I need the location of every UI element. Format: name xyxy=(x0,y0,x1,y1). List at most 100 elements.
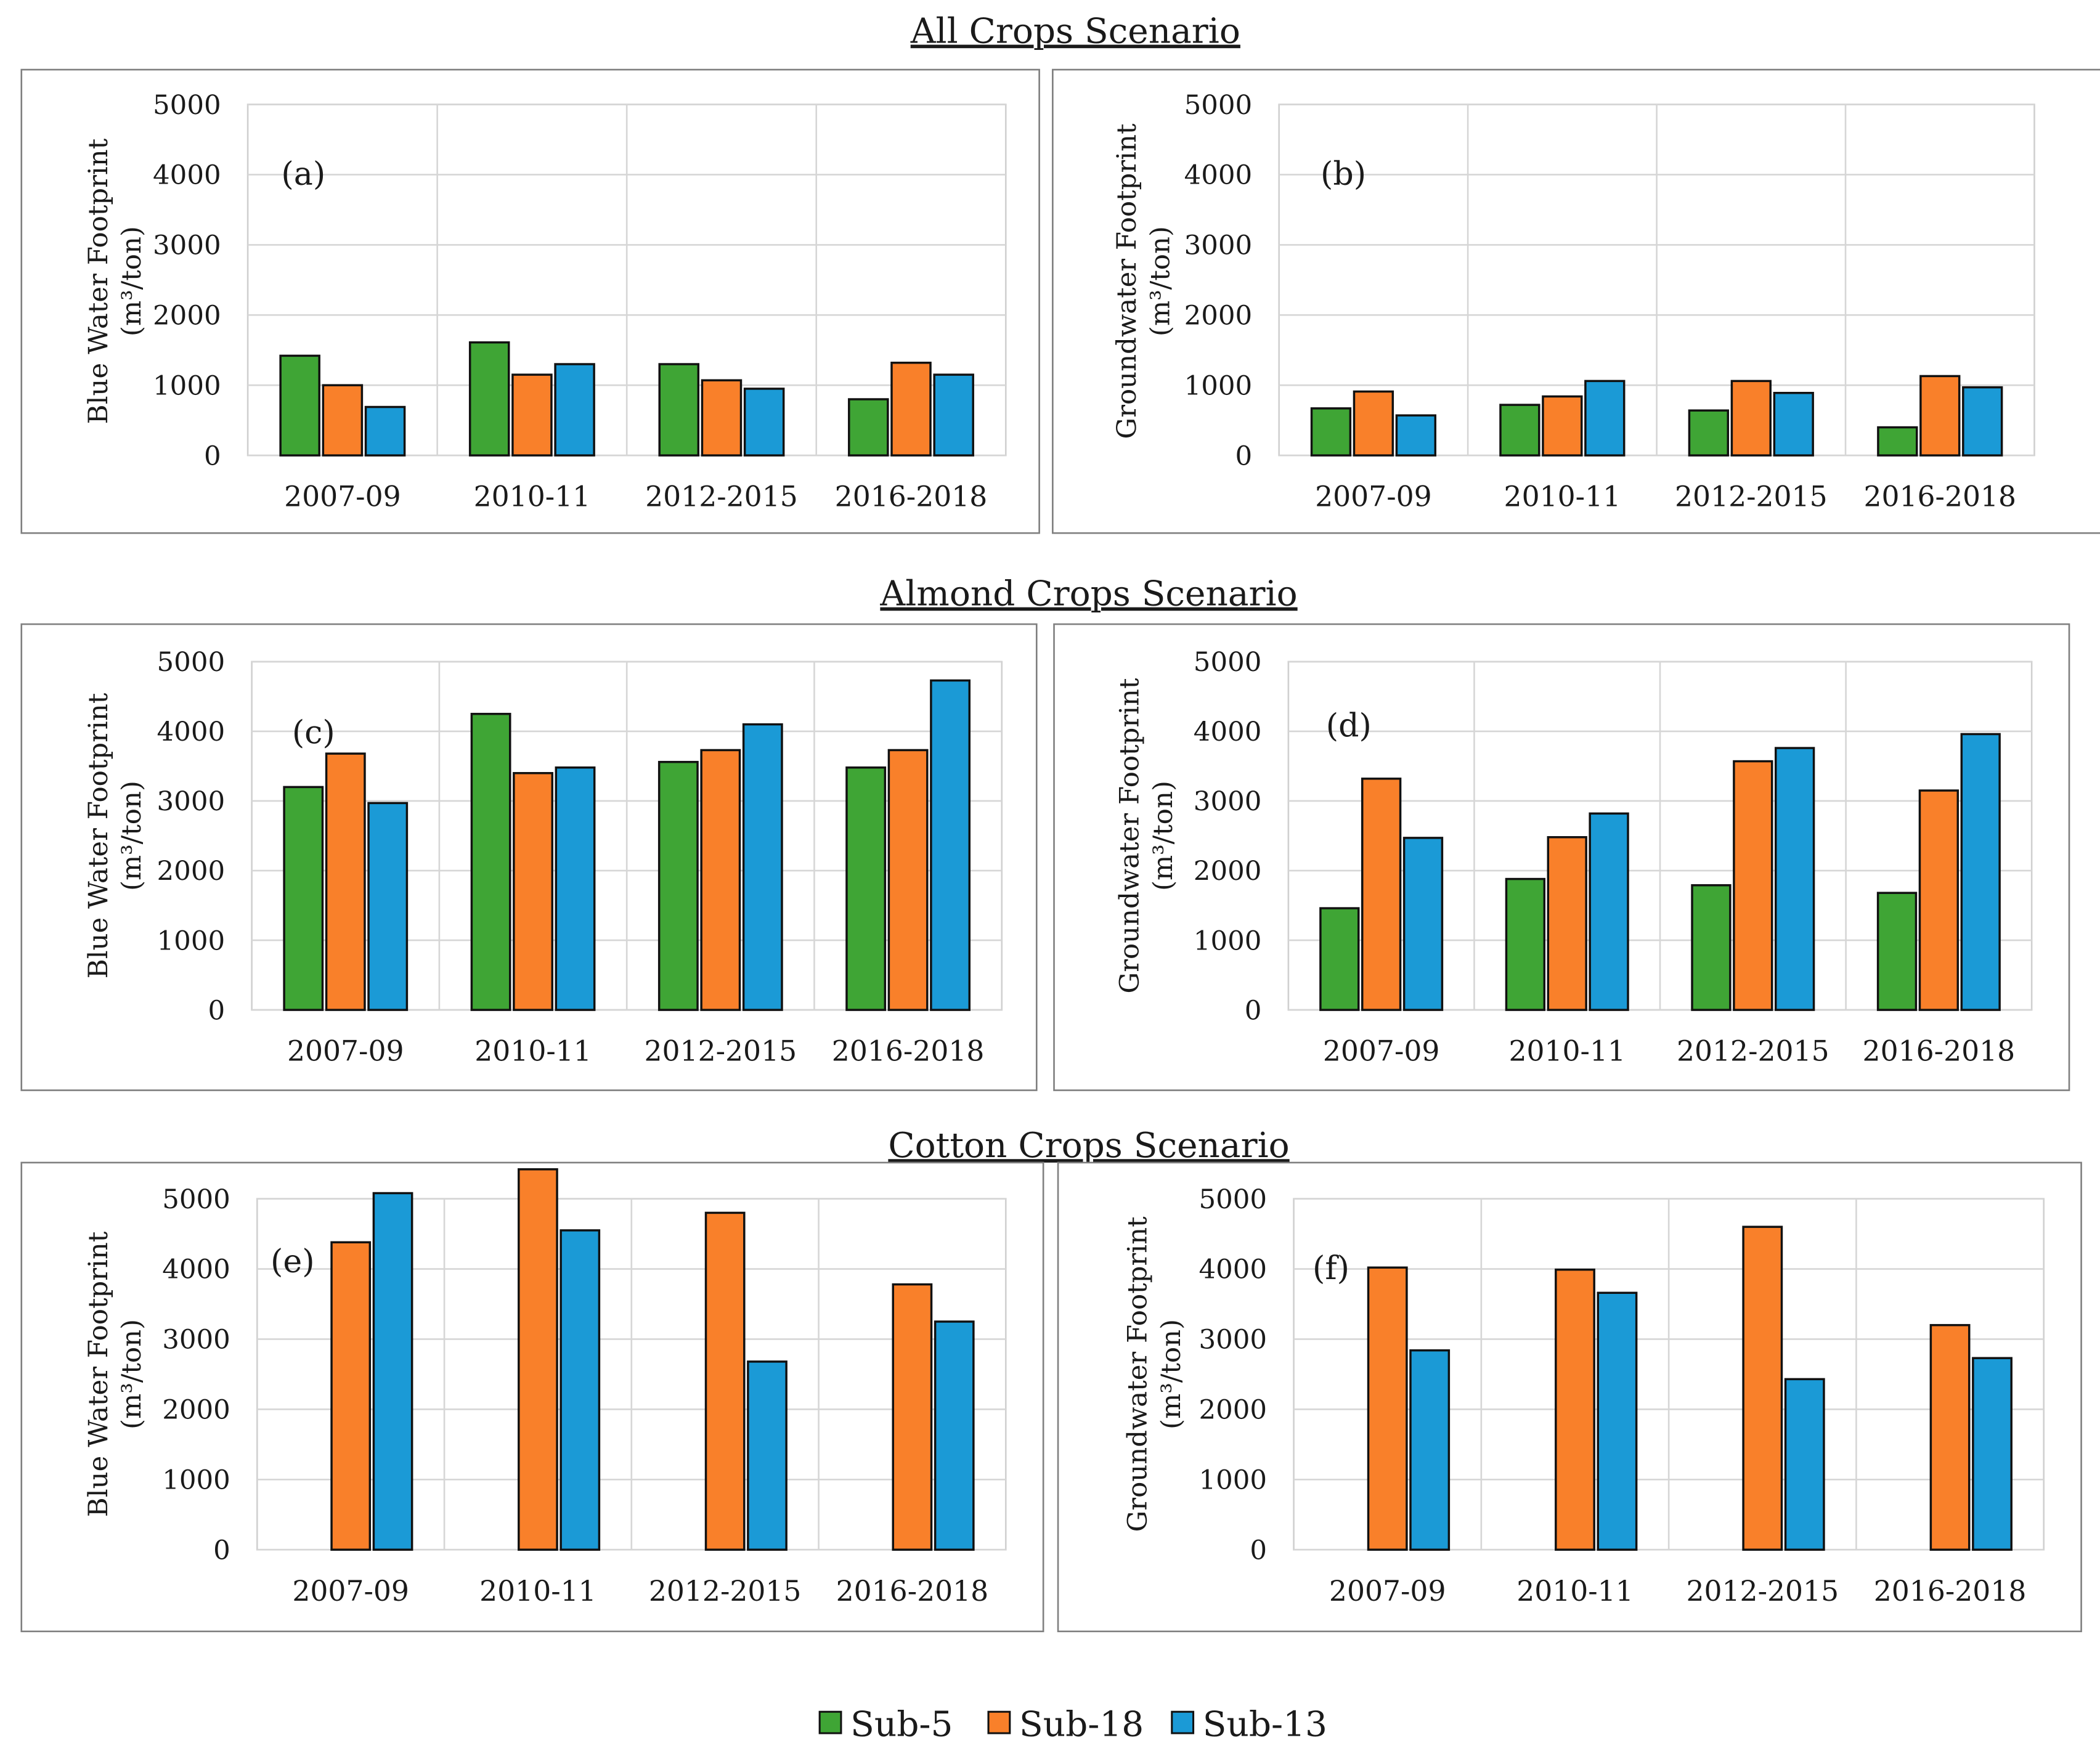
y-tick-label: 5000 xyxy=(1194,647,1262,678)
bar-sub-18-2016-2018 xyxy=(892,1283,933,1551)
y-tick-label: 2000 xyxy=(153,301,221,331)
bar-sub-5-2016-2018 xyxy=(848,398,889,457)
y-tick-label: 0 xyxy=(1245,995,1262,1026)
bar-sub-18-2007-09 xyxy=(1353,390,1394,457)
bar-sub-13-2010-11 xyxy=(1589,812,1629,1011)
y-tick-label: 3000 xyxy=(153,230,221,261)
y-tick-label: 1000 xyxy=(1194,925,1262,956)
x-category-label: 2016-2018 xyxy=(1863,481,2016,513)
bar-sub-18-2010-11 xyxy=(1547,836,1587,1011)
chart-panel-d: 0 1000 2000 3000 4000 5000 2007-09 2010-11 2012-… xyxy=(1053,623,2070,1091)
bar-sub-13-2007-09 xyxy=(372,1192,413,1551)
bar-sub-18-2016-2018 xyxy=(1919,375,1961,457)
panel-letter-label: (f) xyxy=(1312,1250,1349,1287)
x-category-label: 2012-2015 xyxy=(1677,1035,1829,1068)
y-tick-label: 4000 xyxy=(1184,160,1253,191)
chart-panel-f: 0 1000 2000 3000 4000 5000 2007-09 2010-11 2012-… xyxy=(1057,1161,2082,1633)
bar-sub-13-2016-2018 xyxy=(1960,733,2001,1011)
panel-letter-label: (c) xyxy=(292,714,335,751)
bar-sub-18-2010-11 xyxy=(511,373,553,457)
y-tick-label: 4000 xyxy=(1194,717,1262,747)
chart-panel-c: 0 1000 2000 3000 4000 5000 2007-09 2010-11 2012-… xyxy=(20,623,1038,1091)
y-tick-label: 3000 xyxy=(1194,786,1262,817)
x-category-label: 2012-2015 xyxy=(645,481,798,513)
y-tick-label: 0 xyxy=(1250,1535,1267,1566)
bar-sub-18-2012-2015 xyxy=(1730,380,1772,457)
x-category-label: 2010-11 xyxy=(1516,1575,1634,1608)
bar-sub-18-2016-2018 xyxy=(890,362,932,457)
bar-sub-18-2012-2015 xyxy=(704,1211,746,1551)
legend-label: Sub-18 xyxy=(1019,1704,1144,1744)
bar-sub-18-2016-2018 xyxy=(1929,1323,1971,1551)
x-category-label: 2007-09 xyxy=(284,481,401,513)
scenario-title: Cotton Crops Scenario xyxy=(888,1126,1289,1166)
bar-sub-18-2010-11 xyxy=(513,772,553,1011)
y-tick-label: 5000 xyxy=(157,647,226,678)
panel-letter-label: (e) xyxy=(271,1243,315,1280)
x-category-label: 2012-2015 xyxy=(1686,1575,1839,1608)
bar-sub-13-2016-2018 xyxy=(1972,1357,2012,1551)
bar-sub-13-2012-2015 xyxy=(743,388,785,457)
bar-sub-18-2007-09 xyxy=(330,1241,372,1551)
bar-sub-13-2012-2015 xyxy=(1784,1378,1825,1551)
bar-sub-5-2007-09 xyxy=(283,786,324,1011)
chart-panel-a: 0 1000 2000 3000 4000 5000 2007-09 2010-11 2012-… xyxy=(20,68,1040,534)
bar-sub-5-2010-11 xyxy=(468,341,510,457)
scenario-title: All Crops Scenario xyxy=(910,12,1240,52)
bar-sub-13-2007-09 xyxy=(1395,414,1436,457)
bar-sub-18-2007-09 xyxy=(1367,1266,1408,1551)
bar-sub-5-2016-2018 xyxy=(845,766,887,1011)
y-tick-label: 1000 xyxy=(157,925,226,956)
bar-sub-13-2016-2018 xyxy=(1962,386,2003,457)
chart-panel-e: 0 1000 2000 3000 4000 5000 2007-09 2010-11 2012-… xyxy=(20,1161,1044,1633)
x-category-label: 2012-2015 xyxy=(649,1575,802,1608)
scenario-title: Almond Crops Scenario xyxy=(879,574,1297,614)
y-tick-label: 2000 xyxy=(162,1395,230,1426)
bar-sub-5-2007-09 xyxy=(1310,407,1352,457)
x-category-label: 2016-2018 xyxy=(1874,1575,2027,1608)
x-category-label: 2007-09 xyxy=(287,1035,404,1068)
bar-sub-5-2012-2015 xyxy=(1691,884,1732,1011)
bar-sub-13-2007-09 xyxy=(1402,837,1444,1011)
y-tick-label: 5000 xyxy=(153,90,221,121)
bar-sub-18-2007-09 xyxy=(1361,778,1402,1011)
bar-sub-5-2016-2018 xyxy=(1876,892,1918,1011)
legend-label: Sub-5 xyxy=(850,1704,953,1744)
panel-letter-label: (d) xyxy=(1326,708,1372,745)
bar-sub-13-2010-11 xyxy=(1597,1291,1638,1551)
bar-sub-18-2016-2018 xyxy=(887,749,929,1011)
chart-panel-b: 0 1000 2000 3000 4000 5000 2007-09 2010-11 2012-… xyxy=(1052,68,2100,534)
x-category-label: 2007-09 xyxy=(292,1575,409,1608)
bar-sub-13-2010-11 xyxy=(554,363,595,457)
legend-label: Sub-13 xyxy=(1203,1704,1327,1744)
x-category-label: 2010-11 xyxy=(1508,1035,1626,1068)
bar-sub-18-2010-11 xyxy=(1542,395,1583,457)
bar-sub-18-2012-2015 xyxy=(701,379,743,457)
x-category-label: 2016-2018 xyxy=(836,1575,989,1608)
y-axis-title: Groundwater Footprint (m³/ton) xyxy=(1112,123,1176,439)
x-category-label: 2012-2015 xyxy=(645,1035,797,1068)
y-tick-label: 0 xyxy=(208,995,225,1026)
x-category-label: 2016-2018 xyxy=(1863,1035,2016,1068)
y-tick-label: 2000 xyxy=(157,856,226,887)
bar-sub-13-2012-2015 xyxy=(1773,391,1814,457)
y-tick-label: 3000 xyxy=(162,1325,230,1356)
legend-entry-sub-5: Sub-5 xyxy=(818,1704,953,1744)
y-tick-label: 1000 xyxy=(153,370,221,401)
bar-sub-5-2010-11 xyxy=(1505,877,1546,1011)
y-axis-title: Blue Water Footprint (m³/ton) xyxy=(83,693,147,978)
y-axis-title: Blue Water Footprint (m³/ton) xyxy=(83,1231,147,1517)
bar-sub-5-2007-09 xyxy=(1319,907,1360,1011)
x-category-label: 2010-11 xyxy=(474,1035,592,1068)
x-category-label: 2007-09 xyxy=(1323,1035,1440,1068)
bar-sub-5-2012-2015 xyxy=(1688,409,1730,457)
y-tick-label: 5000 xyxy=(1184,90,1253,121)
y-tick-label: 0 xyxy=(213,1535,230,1566)
y-tick-label: 0 xyxy=(1235,441,1253,471)
bar-sub-13-2016-2018 xyxy=(933,373,974,457)
chart-panels: 0 1000 2000 3000 4000 5000 2007-09 2010-11 2012-… xyxy=(20,68,2100,1633)
y-tick-label: 0 xyxy=(204,441,221,471)
x-category-label: 2016-2018 xyxy=(832,1035,985,1068)
legend: Sub-5 Sub-18 Sub-13 xyxy=(818,1704,1327,1744)
